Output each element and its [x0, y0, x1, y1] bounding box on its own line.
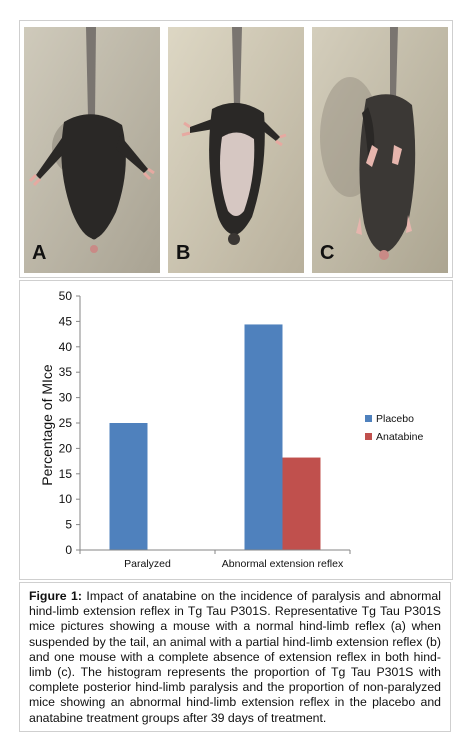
- y-axis: 0 5 10 15 20 25 30 35 40 45 50: [59, 289, 81, 557]
- x-tick-label: Paralyzed: [124, 558, 171, 570]
- y-tick-label: 25: [59, 416, 73, 430]
- y-tick-label: 20: [59, 441, 73, 455]
- y-tick-label: 35: [59, 365, 73, 379]
- caption-label: Figure 1:: [29, 589, 82, 603]
- y-tick-label: 5: [65, 518, 72, 532]
- photo-panel: A B: [19, 20, 453, 278]
- photo-label-a: A: [32, 242, 47, 264]
- bar-anatabine-1: [282, 457, 321, 550]
- photo-label-c: C: [320, 242, 335, 264]
- legend-label: Anatabine: [376, 431, 423, 443]
- photo-label-b: B: [176, 242, 191, 264]
- bar-chart: 0 5 10 15 20 25 30 35 40 45 50 Paralyzed Abnormal e…: [39, 289, 423, 570]
- y-tick-label: 0: [65, 543, 72, 557]
- y-tick-label: 50: [59, 289, 73, 303]
- mouse-photo-no-extension-icon: [312, 27, 448, 273]
- mouse-photo-partial-extension-icon: [168, 27, 304, 273]
- mouse-photo-normal-reflex-icon: [24, 27, 160, 273]
- y-tick-label: 40: [59, 340, 73, 354]
- bars: [109, 324, 321, 550]
- x-axis: Paralyzed Abnormal extension reflex: [79, 549, 351, 570]
- bar-placebo-0: [109, 423, 148, 550]
- photo-b: B: [168, 27, 304, 273]
- photo-a: A: [24, 27, 160, 273]
- chart-panel: 0 5 10 15 20 25 30 35 40 45 50 Paralyzed Abnormal e…: [19, 280, 453, 580]
- legend-label: Placebo: [376, 413, 414, 425]
- figure-caption: Figure 1: Impact of anatabine on the inc…: [19, 582, 451, 732]
- y-tick-label: 10: [59, 492, 73, 506]
- legend-swatch: [365, 433, 372, 440]
- photo-c: C: [312, 27, 448, 273]
- y-tick-label: 15: [59, 467, 73, 481]
- legend: Placebo Anatabine: [365, 413, 423, 443]
- bar-placebo-1: [244, 324, 283, 550]
- legend-swatch: [365, 415, 372, 422]
- y-tick-label: 30: [59, 391, 73, 405]
- x-tick-label: Abnormal extension reflex: [222, 558, 344, 570]
- caption-text: Impact of anatabine on the incidence of …: [29, 589, 441, 725]
- y-tick-label: 45: [59, 314, 73, 328]
- y-axis-label: Percentage of MIce: [39, 364, 55, 486]
